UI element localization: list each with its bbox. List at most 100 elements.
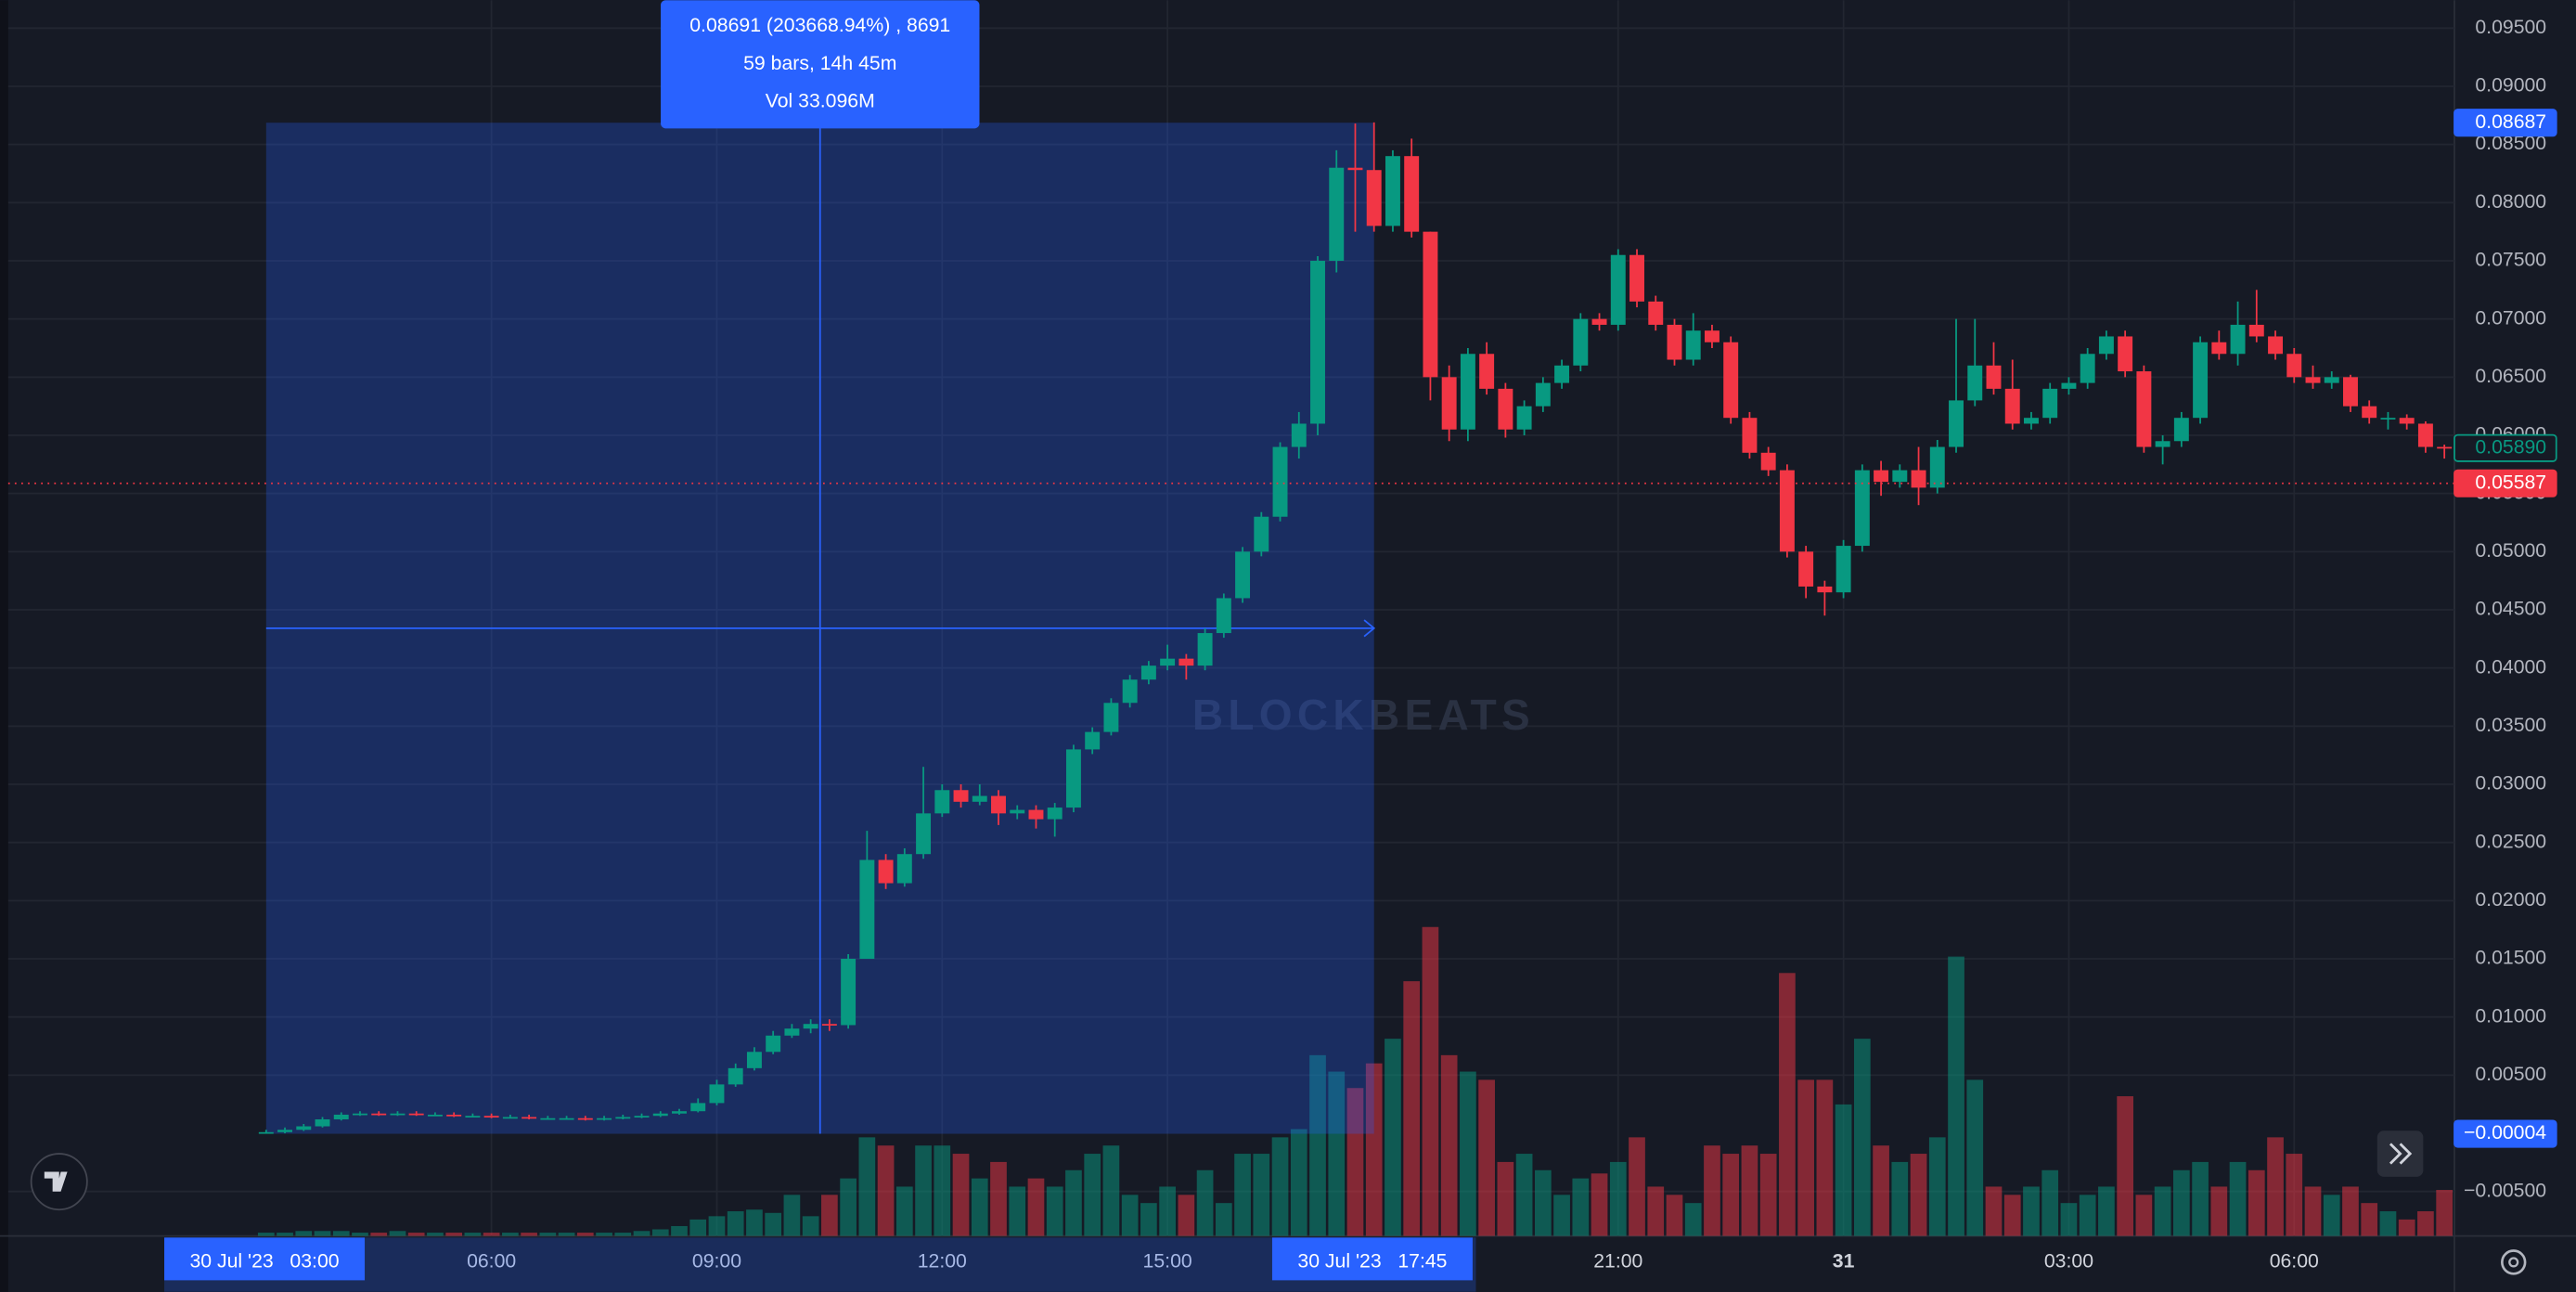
- volume-bar: [877, 1145, 895, 1236]
- y-tick-label: −0.00500: [2464, 1179, 2546, 1201]
- volume-bar: [1629, 1137, 1645, 1236]
- candle-body: [1197, 633, 1213, 666]
- y-tick-label: 0.03500: [2475, 714, 2546, 736]
- price-tag: [2454, 1119, 2557, 1148]
- volume-bar: [1140, 1203, 1157, 1236]
- candle-body: [2080, 354, 2095, 383]
- volume-bar: [1403, 981, 1421, 1236]
- y-tick-label: 0.06500: [2475, 365, 2546, 387]
- candle-body: [2305, 377, 2321, 383]
- volume-bar: [1346, 1088, 1364, 1236]
- volume-bar: [802, 1216, 819, 1236]
- volume-bar: [277, 1233, 293, 1236]
- candle-body: [1573, 318, 1589, 366]
- y-tick-label: 0.09500: [2475, 16, 2546, 38]
- candle-body: [1441, 377, 1457, 430]
- volume-bar: [2286, 1154, 2303, 1236]
- volume-bar: [2135, 1195, 2153, 1236]
- time-range-band: [164, 1237, 1476, 1292]
- candle-body: [540, 1118, 556, 1120]
- volume-bar: [821, 1195, 838, 1236]
- volume-bar: [1684, 1203, 1702, 1236]
- candle-body: [972, 795, 987, 802]
- volume-bar: [708, 1216, 726, 1236]
- candle-body: [1554, 365, 1570, 383]
- candle-body: [1122, 679, 1138, 704]
- candle-body: [1216, 598, 1231, 634]
- volume-bar: [783, 1195, 801, 1236]
- y-tick-label: 0.02500: [2475, 830, 2546, 852]
- volume-bar: [502, 1233, 519, 1236]
- candle-body: [896, 854, 912, 884]
- settings-icon[interactable]: [2501, 1249, 2527, 1275]
- candle-body: [1103, 703, 1119, 732]
- candle-body: [353, 1113, 367, 1116]
- volume-bar: [1835, 1104, 1852, 1236]
- candle-body: [2098, 336, 2114, 355]
- volume-bar: [689, 1219, 707, 1236]
- settings-button[interactable]: [2501, 1249, 2527, 1275]
- x-tick-label: 15:00: [1143, 1250, 1192, 1273]
- candle-body: [1329, 167, 1345, 261]
- volume-bar: [2117, 1096, 2133, 1236]
- candle-body: [1610, 254, 1626, 325]
- volume-bar: [2210, 1186, 2228, 1236]
- candle-body: [1235, 551, 1251, 599]
- candle-body: [1479, 354, 1495, 389]
- tradingview-logo[interactable]: [30, 1153, 88, 1211]
- volume-bar: [2060, 1203, 2078, 1236]
- candle-body: [1892, 470, 1908, 483]
- volume-bar: [1460, 1071, 1476, 1236]
- candle-body: [2268, 336, 2283, 355]
- volume-bar: [1290, 1129, 1307, 1236]
- y-tick-label: 0.04000: [2475, 655, 2546, 678]
- candle-body: [2230, 324, 2246, 355]
- volume-bar: [1722, 1154, 1740, 1236]
- volume-bar: [2304, 1186, 2322, 1236]
- candle-body: [1760, 452, 1776, 471]
- volume-bar: [370, 1233, 388, 1236]
- candle-body: [597, 1118, 612, 1120]
- candle-body: [1347, 167, 1363, 171]
- x-tick-label: 21:00: [1593, 1250, 1642, 1273]
- volume-bar: [1741, 1145, 1758, 1236]
- candle-body: [878, 859, 894, 884]
- candle-body: [1779, 470, 1795, 552]
- candle-body: [2155, 441, 2170, 447]
- candle-body: [1404, 156, 1420, 232]
- volume-bar: [1948, 956, 1964, 1236]
- volume-bar: [2342, 1186, 2359, 1236]
- volume-bar: [651, 1229, 669, 1236]
- price-tag-label: −0.00004: [2464, 1121, 2546, 1143]
- measure-tooltip: [661, 0, 980, 129]
- candle-body: [1385, 156, 1400, 226]
- candle-body: [2173, 418, 2189, 442]
- volume-bar: [1253, 1154, 1270, 1236]
- volume-layer: [257, 926, 2454, 1236]
- volume-bar: [2003, 1195, 2021, 1236]
- volume-bar: [1271, 1137, 1289, 1236]
- candle-body: [1310, 260, 1325, 424]
- volume-bar: [1046, 1186, 1063, 1236]
- volume-bar: [1440, 1054, 1458, 1236]
- volume-bar: [1009, 1186, 1026, 1236]
- volume-bar: [633, 1231, 650, 1236]
- scroll-button[interactable]: [2376, 1130, 2424, 1177]
- volume-bar: [407, 1233, 425, 1236]
- volume-bar: [1178, 1195, 1195, 1236]
- volume-bar: [1666, 1195, 1683, 1236]
- volume-bar: [2361, 1203, 2378, 1236]
- candle-body: [1967, 365, 1983, 401]
- candle-body: [315, 1118, 330, 1127]
- candle-body: [277, 1130, 293, 1132]
- candle-body: [2380, 418, 2396, 420]
- x-tick-label: 12:00: [918, 1250, 967, 1273]
- time-tag: [164, 1237, 366, 1281]
- candle-body: [859, 859, 875, 960]
- candle-body: [1874, 470, 1889, 483]
- volume-bar: [840, 1178, 857, 1236]
- volume-bar: [2154, 1186, 2171, 1236]
- candle-body: [2193, 342, 2209, 419]
